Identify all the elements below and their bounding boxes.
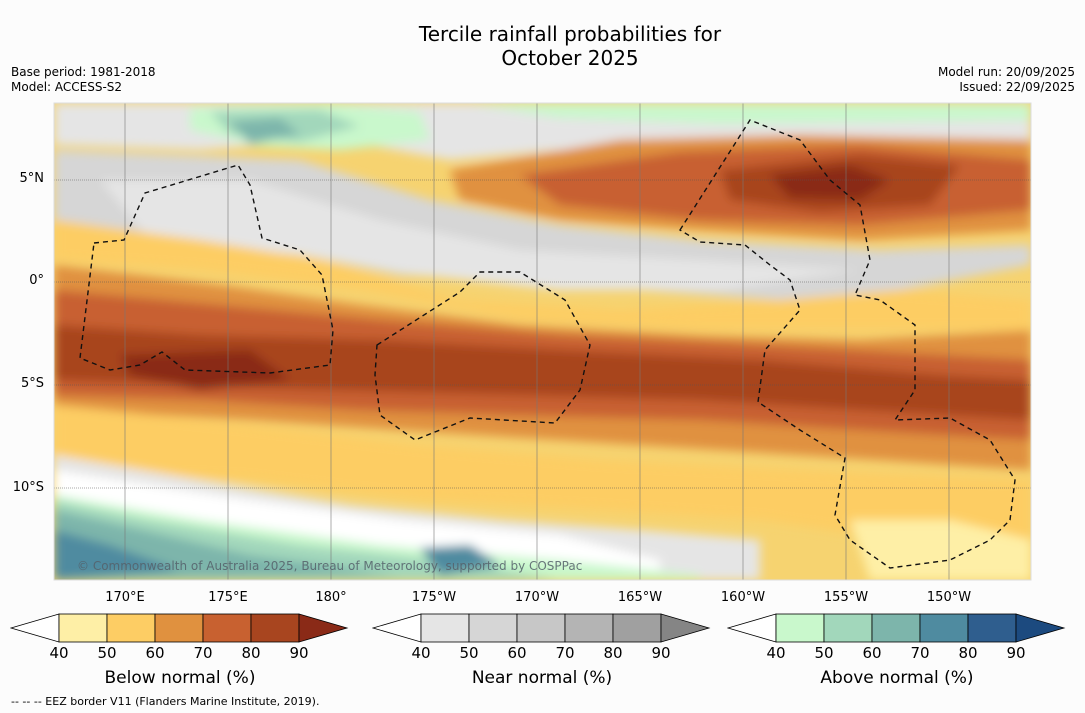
south-teal-dark	[54, 530, 180, 580]
colorbar-segment	[250, 613, 300, 643]
south-yellow-band	[54, 405, 1031, 560]
lat-label-0: 0°	[29, 273, 44, 288]
colorbar-segment-over	[298, 613, 349, 643]
eez-kiribati-phoenix	[374, 271, 591, 441]
cbar-above-tick-60: 60	[862, 644, 881, 662]
map-field	[54, 103, 1031, 580]
cbar-below-tick-80: 80	[241, 644, 260, 662]
colorbar-segment-under	[372, 613, 422, 643]
eez-borders	[79, 119, 1016, 569]
colorbar-segment	[919, 613, 969, 643]
lon-label-165w: 165°W	[617, 590, 663, 605]
cbar-above-tick-50: 50	[814, 644, 833, 662]
colorbar-segment	[516, 613, 566, 643]
colorbar-segment	[154, 613, 204, 643]
lon-label-170w: 170°W	[514, 590, 560, 605]
south-brown-core	[54, 325, 1031, 420]
south-teal-dark-2	[420, 545, 500, 575]
lat-label-10s: 10°S	[12, 480, 44, 495]
cbar-near-tick-50: 50	[459, 644, 478, 662]
cbar-0-segments	[10, 613, 349, 643]
north-brown-dark	[770, 165, 890, 200]
lon-label-170e: 170°E	[105, 590, 145, 605]
eez-kiribati-line	[679, 119, 1016, 569]
colorbar-near-title: Near normal (%)	[471, 668, 613, 688]
colorbar-segment	[58, 613, 108, 643]
copyright-text: © Commonwealth of Australia 2025, Bureau…	[77, 559, 582, 573]
lon-label-175w: 175°W	[411, 590, 457, 605]
colorbar-segment	[823, 613, 873, 643]
colorbar-above-normal: 40 50 60 70 80 90	[727, 613, 1066, 662]
colorbar-segment-over	[660, 613, 711, 643]
north-teal-patch	[230, 118, 300, 144]
lat-label-5n: 5°N	[19, 171, 45, 186]
cbar-2-segments	[727, 613, 1066, 643]
colorbar-segment	[967, 613, 1017, 643]
cbar-below-tick-60: 60	[145, 644, 164, 662]
equator-yellow-band	[54, 220, 1031, 330]
cbar-near-tick-40: 40	[411, 644, 430, 662]
cbar-below-tick-50: 50	[97, 644, 116, 662]
north-green-east	[470, 104, 1031, 124]
lon-label-175e: 175°E	[208, 590, 248, 605]
lon-label-180: 180°	[315, 590, 347, 605]
colorbar-segment	[612, 613, 662, 643]
cbar-below-tick-40: 40	[49, 644, 68, 662]
cbar-near-tick-70: 70	[555, 644, 574, 662]
title-line-2: October 2025	[501, 46, 639, 70]
eez-kiribati-gilberts	[79, 164, 334, 374]
colorbar-below-title: Below normal (%)	[104, 668, 256, 688]
cbar-1-segments	[372, 613, 711, 643]
issued-text: Issued: 22/09/2025	[959, 80, 1075, 94]
colorbar-segment-under	[727, 613, 777, 643]
south-brown-dark	[120, 350, 290, 390]
colorbar-segment	[775, 613, 825, 643]
map-title: Tercile rainfall probabilities for Octob…	[0, 22, 1085, 70]
colorbar-above-title: Above normal (%)	[820, 668, 974, 688]
cbar-near-tick-60: 60	[507, 644, 526, 662]
cbar-above-tick-90: 90	[1006, 644, 1025, 662]
colorbar-segment	[871, 613, 921, 643]
cbar-above-tick-80: 80	[958, 644, 977, 662]
lon-label-155w: 155°W	[823, 590, 869, 605]
colorbar-segment-over	[1015, 613, 1066, 643]
model-run-text: Model run: 20/09/2025	[937, 65, 1075, 79]
colorbar-segment	[202, 613, 252, 643]
title-line-1: Tercile rainfall probabilities for	[418, 22, 722, 46]
map-frame	[53, 102, 1032, 581]
meta-left: Base period: 1981-2018 Model: ACCESS-S2	[11, 65, 156, 95]
lon-label-160w: 160°W	[720, 590, 766, 605]
lon-label-150w: 150°W	[926, 590, 972, 605]
equator-grey-light	[100, 180, 860, 290]
equator-grey-band	[54, 150, 1031, 300]
colorbar-segment	[564, 613, 614, 643]
colorbar-segment	[420, 613, 470, 643]
cbar-near-tick-80: 80	[603, 644, 622, 662]
cbar-below-tick-90: 90	[289, 644, 308, 662]
colorbar-segment	[468, 613, 518, 643]
colorbar-below-normal: 40 50 60 70 80 90	[10, 613, 349, 662]
colorbar-near-normal: 40 50 60 70 80 90	[372, 613, 711, 662]
meridians	[124, 103, 950, 580]
model-text: Model: ACCESS-S2	[11, 80, 123, 94]
colorbar-segment	[106, 613, 156, 643]
meta-right: Model run: 20/09/2025 Issued: 22/09/2025	[938, 65, 1075, 95]
cbar-below-tick-70: 70	[193, 644, 212, 662]
graticule	[54, 179, 1031, 489]
south-east-yellow	[850, 520, 1031, 580]
lat-label-5s: 5°S	[20, 376, 44, 391]
colorbar-segment-under	[10, 613, 60, 643]
cbar-above-tick-40: 40	[766, 644, 785, 662]
cbar-near-tick-90: 90	[651, 644, 670, 662]
eez-legend-note: -- -- -- EEZ border V11 (Flanders Marine…	[11, 695, 320, 708]
base-period-text: Base period: 1981-2018	[11, 65, 156, 79]
cbar-above-tick-70: 70	[910, 644, 929, 662]
